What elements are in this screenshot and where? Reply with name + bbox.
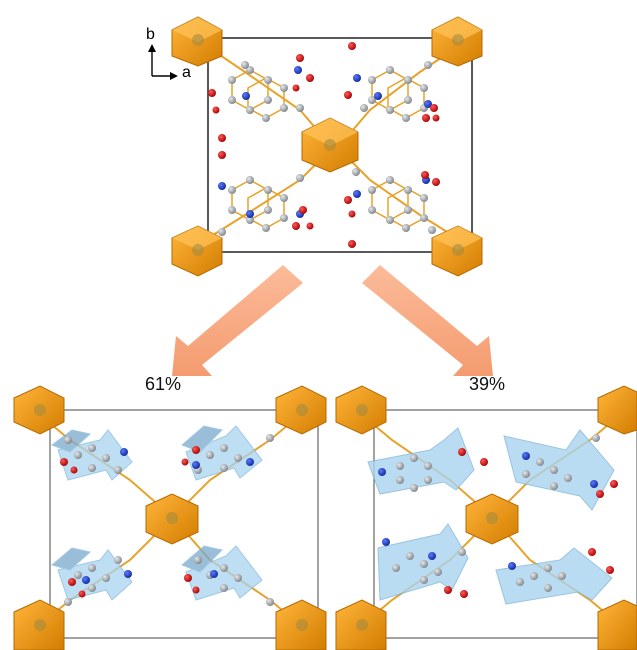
carbon-atoms <box>218 61 436 236</box>
unit-cell-box <box>207 37 473 253</box>
octahedron-bottom-right <box>431 225 483 277</box>
ring-overlays-right <box>367 427 615 605</box>
split-arrow-right <box>362 265 493 376</box>
octahedron-top-left <box>171 16 223 67</box>
axis-indicator <box>148 44 178 80</box>
percent-label-right: 39% <box>469 374 506 394</box>
carbon-atoms-right <box>392 434 600 592</box>
octahedron-center <box>301 117 359 173</box>
bottom-right-panel <box>335 385 637 650</box>
percent-label-left: 61% <box>145 374 182 394</box>
top-unit-cell-panel <box>148 16 483 277</box>
split-arrow-left <box>172 265 303 376</box>
octahedron-top-right <box>431 16 483 67</box>
octahedra-right <box>335 385 637 650</box>
axis-label-b: b <box>146 26 155 43</box>
octahedra-left <box>13 385 327 650</box>
split-arrows <box>172 265 493 376</box>
bottom-left-panel <box>13 385 327 650</box>
metal-octahedra <box>171 16 483 277</box>
nitrogen-atoms <box>218 66 432 218</box>
unit-cell-box-right <box>373 409 637 639</box>
octahedron-bottom-left <box>171 225 223 277</box>
molecule-lower-left <box>231 179 285 229</box>
axis-label-a: a <box>182 64 191 81</box>
unit-cell-box-left <box>49 409 319 639</box>
ring-overlays-left <box>50 425 263 601</box>
